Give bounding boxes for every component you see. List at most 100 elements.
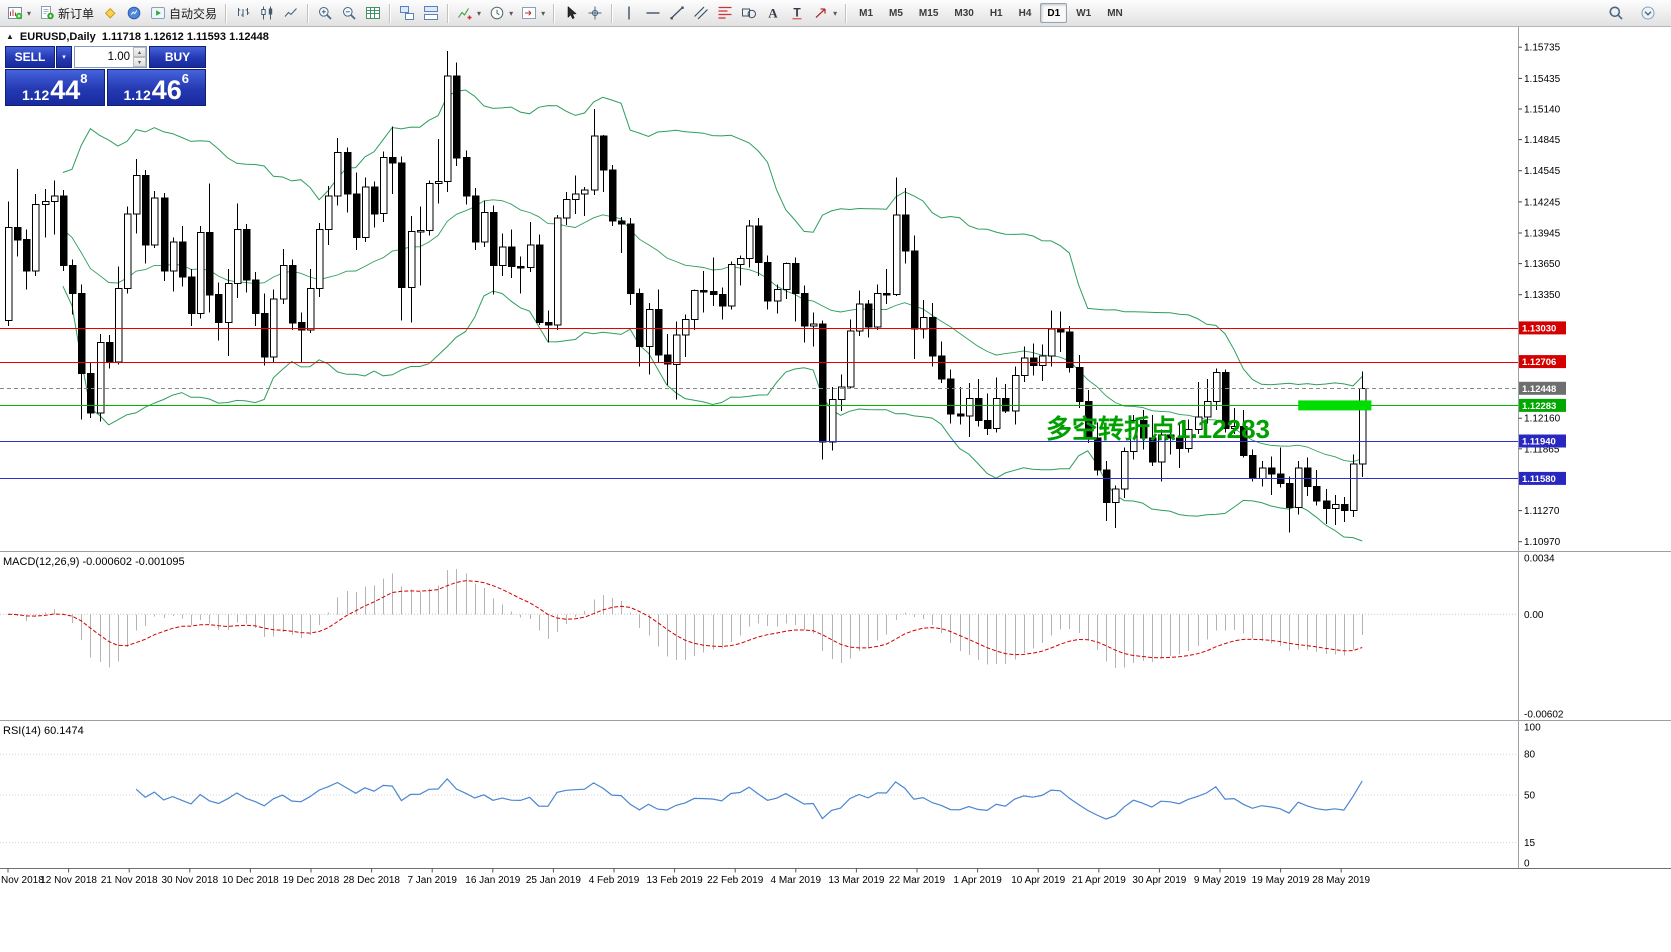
svg-text:1.14245: 1.14245 (1524, 197, 1561, 208)
volume-input[interactable] (74, 46, 147, 68)
quick-navigation-button[interactable] (1636, 2, 1660, 24)
tile-windows-icon (399, 5, 415, 21)
svg-text:13 Mar 2019: 13 Mar 2019 (828, 875, 885, 886)
svg-text:1.13650: 1.13650 (1524, 259, 1561, 270)
sell-price-point: 8 (80, 71, 88, 86)
svg-text:Nov 2018: Nov 2018 (1, 875, 44, 886)
new-order-button[interactable]: 新订单 (35, 2, 98, 24)
timeframe-mn-button[interactable]: MN (1107, 8, 1123, 19)
new-order-icon (39, 5, 55, 21)
collapse-panel-arrow-icon[interactable]: ▲ (6, 32, 14, 41)
mql5-editor-button[interactable] (98, 2, 122, 24)
chart-canvas[interactable]: 多空转折点1.12283 1.15735 1.15435 1.15140 1.14845… (0, 27, 1671, 952)
crosshair-icon (587, 5, 603, 21)
templates-icon (521, 5, 537, 21)
toolbar-separator (225, 3, 228, 23)
line-chart-mode-button[interactable] (279, 2, 303, 24)
data-window-button[interactable] (361, 2, 385, 24)
text-label-button[interactable]: T (785, 2, 809, 24)
timeframe-m1-button[interactable]: M1 (859, 8, 874, 19)
sell-button[interactable]: SELL (5, 46, 55, 68)
svg-text:30 Apr 2019: 30 Apr 2019 (1132, 875, 1186, 886)
dropdown-arrow-icon: ▾ (477, 8, 482, 18)
line-chart-mode-icon (283, 5, 299, 21)
svg-text:1.10970: 1.10970 (1524, 537, 1561, 548)
crosshair-button[interactable] (583, 2, 607, 24)
sell-price-button[interactable]: 1.12 44 8 (5, 69, 105, 106)
arrange-windows-button[interactable] (419, 2, 443, 24)
timeframe-m5-button[interactable]: M5 (889, 8, 903, 19)
indicators-button[interactable]: ▾ (453, 2, 485, 24)
dropdown-arrow-icon: ▾ (509, 8, 514, 18)
svg-text:1.12160: 1.12160 (1524, 414, 1561, 425)
svg-text:28 May 2019: 28 May 2019 (1312, 875, 1370, 886)
zoom-in-button[interactable] (313, 2, 337, 24)
rsi-label: RSI(14) 60.1474 (3, 725, 84, 737)
buy-price-point: 6 (181, 71, 190, 86)
arrange-windows-icon (423, 5, 439, 21)
buy-button[interactable]: BUY (149, 46, 206, 68)
text-label-icon: T (789, 5, 805, 21)
cursor-button[interactable] (559, 2, 583, 24)
toolbar-separator (447, 3, 450, 23)
fibonacci-retracement-button[interactable] (713, 2, 737, 24)
buy-price-prefix: 1.12 (123, 87, 151, 103)
equidistant-channel-icon (693, 5, 709, 21)
svg-text:19 May 2019: 19 May 2019 (1252, 875, 1310, 886)
svg-text:1.15735: 1.15735 (1524, 43, 1561, 54)
svg-text:12 Nov 2018: 12 Nov 2018 (40, 875, 97, 886)
tile-windows-button[interactable] (395, 2, 419, 24)
svg-text:1.12448: 1.12448 (1522, 384, 1556, 395)
periods-button[interactable]: ▾ (485, 2, 517, 24)
svg-text:-0.00602: -0.00602 (1524, 710, 1564, 721)
time-scale[interactable] (0, 868, 1518, 892)
search-button[interactable] (1604, 2, 1628, 24)
toolbar-right (1604, 2, 1668, 24)
shapes-icon (741, 5, 757, 21)
new-chart-button[interactable]: ▾ (3, 2, 35, 24)
dropdown-arrow-icon: ▾ (541, 8, 546, 18)
svg-text:1.15435: 1.15435 (1524, 74, 1561, 85)
arrow-objects-icon (813, 5, 829, 21)
timeframe-m15-button[interactable]: M15 (918, 8, 939, 19)
price-scale[interactable] (1518, 27, 1671, 868)
data-window-icon (365, 5, 381, 21)
timeframe-h4-button[interactable]: H4 (1018, 8, 1032, 19)
svg-text:1.13030: 1.13030 (1522, 323, 1556, 334)
svg-text:22 Mar 2019: 22 Mar 2019 (889, 875, 946, 886)
horizontal-line-button[interactable] (641, 2, 665, 24)
svg-text:1.13350: 1.13350 (1524, 290, 1561, 301)
dropdown-arrow-icon: ▾ (833, 8, 838, 18)
candlestick-mode-button[interactable] (255, 2, 279, 24)
svg-text:1.12706: 1.12706 (1522, 357, 1556, 368)
market-watch-button[interactable] (122, 2, 146, 24)
arrow-objects-button[interactable]: ▾ (809, 2, 841, 24)
equidistant-channel-button[interactable] (689, 2, 713, 24)
buy-price-button[interactable]: 1.12 46 6 (106, 69, 206, 106)
svg-text:28 Dec 2018: 28 Dec 2018 (343, 875, 400, 886)
bar-chart-mode-button[interactable] (231, 2, 255, 24)
volume-up-button[interactable]: ▴ (133, 47, 146, 57)
toolbar-separator (611, 3, 614, 23)
sell-dropdown-arrow-icon[interactable]: ▾ (56, 46, 72, 68)
timeframe-h1-button[interactable]: H1 (989, 8, 1003, 19)
volume-down-button[interactable]: ▾ (133, 57, 146, 67)
auto-trading-button[interactable]: 自动交易 (146, 2, 221, 24)
shapes-button[interactable] (737, 2, 761, 24)
zoom-out-button[interactable] (337, 2, 361, 24)
timeframe-d1-button[interactable]: D1 (1040, 3, 1068, 23)
toolbar: ▾ 新订单 自动交易 ▾ ▾ ▾ A T ▾ M1 M5 M15 M30 H1 H4 D1 W1 MN (0, 0, 1671, 27)
svg-text:0: 0 (1524, 859, 1530, 870)
trendline-button[interactable] (665, 2, 689, 24)
timeframe-m30-button[interactable]: M30 (954, 8, 974, 19)
vertical-line-button[interactable] (617, 2, 641, 24)
text-button[interactable]: A (761, 2, 785, 24)
templates-button[interactable]: ▾ (517, 2, 549, 24)
macd-label: MACD(12,26,9) -0.000602 -0.001095 (3, 556, 185, 568)
fibonacci-retracement-icon (717, 5, 733, 21)
timeframe-w1-button[interactable]: W1 (1076, 8, 1092, 19)
svg-text:1.11580: 1.11580 (1522, 474, 1556, 485)
buy-price-pips: 46 (151, 75, 182, 106)
zoom-in-icon (317, 5, 333, 21)
new-chart-icon (7, 5, 23, 21)
